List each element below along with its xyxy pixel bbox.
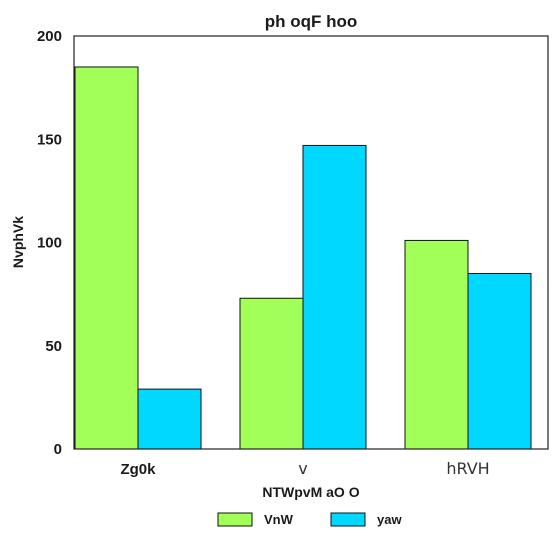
legend-swatch-yaw bbox=[330, 512, 366, 527]
x-tick-label: v bbox=[298, 459, 307, 478]
bar-VnW-hRVH bbox=[404, 239, 469, 450]
bar-yaw-Zg0k bbox=[137, 388, 202, 450]
x-tick-label: hRVH bbox=[446, 459, 489, 478]
x-axis-label: NTWpvM aO O bbox=[262, 484, 359, 500]
bar-VnW-Zg0k bbox=[74, 66, 139, 450]
chart-title: ph oqF hoo bbox=[265, 12, 358, 31]
y-axis-label: NvphVk bbox=[10, 216, 26, 268]
legend: VnW yaw bbox=[217, 512, 402, 527]
x-tick-label: Zg0k bbox=[120, 461, 156, 478]
legend-label-yaw: yaw bbox=[377, 512, 402, 527]
bars-group bbox=[74, 66, 532, 450]
y-tick-label: 50 bbox=[45, 338, 62, 355]
bar-yaw-v bbox=[302, 144, 367, 450]
y-tick-labels: 0 50 100 150 200 bbox=[37, 28, 62, 458]
plot-frame bbox=[73, 35, 549, 450]
y-tick-label: 100 bbox=[37, 235, 62, 252]
bar-yaw-hRVH bbox=[467, 272, 532, 450]
y-tick-label: 0 bbox=[54, 441, 62, 458]
y-tick-label: 200 bbox=[37, 28, 62, 45]
bar-VnW-v bbox=[239, 297, 304, 450]
x-tick-labels: Zg0k v hRVH bbox=[120, 459, 489, 478]
legend-label-VnW: VnW bbox=[264, 512, 294, 527]
legend-swatch-VnW bbox=[217, 512, 253, 527]
y-tick-label: 150 bbox=[37, 131, 62, 148]
